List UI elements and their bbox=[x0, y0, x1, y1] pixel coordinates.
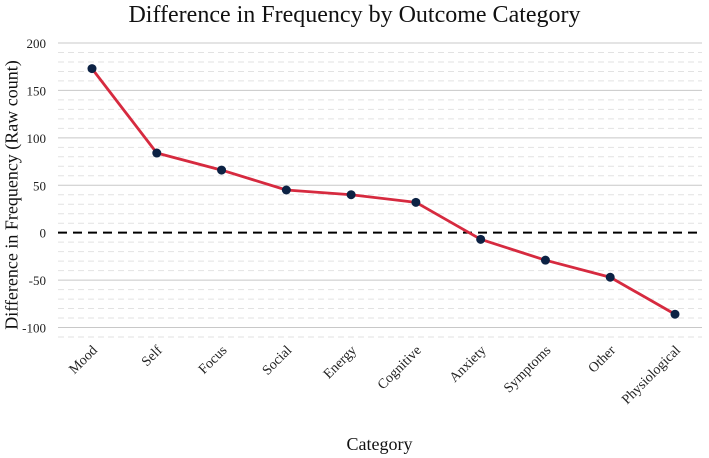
data-point bbox=[281, 185, 291, 195]
x-tick-label: Focus bbox=[196, 343, 230, 377]
x-tick-label: Cognitive bbox=[375, 343, 425, 393]
data-point bbox=[217, 165, 227, 175]
x-tick-label: Symptoms bbox=[501, 343, 554, 396]
data-point bbox=[87, 64, 97, 74]
y-tick-label: 200 bbox=[27, 36, 47, 51]
data-point bbox=[476, 234, 486, 244]
x-tick-label: Social bbox=[260, 343, 295, 378]
y-tick-label: -100 bbox=[22, 321, 46, 336]
y-tick-label: 100 bbox=[27, 131, 47, 146]
x-tick-label: Energy bbox=[321, 343, 360, 382]
y-tick-label: 150 bbox=[27, 83, 47, 98]
series-line bbox=[90, 67, 676, 316]
data-point bbox=[152, 148, 162, 158]
y-tick-label: -50 bbox=[29, 273, 46, 288]
data-point bbox=[670, 309, 680, 319]
data-point bbox=[346, 190, 356, 200]
x-tick-label: Anxiety bbox=[447, 343, 490, 386]
data-point bbox=[605, 272, 615, 282]
x-tick-label: Other bbox=[586, 343, 619, 376]
x-tick-label: Mood bbox=[67, 343, 101, 377]
y-tick-label: 0 bbox=[40, 226, 47, 241]
data-point bbox=[540, 255, 550, 265]
x-axis-label: Category bbox=[346, 434, 413, 454]
y-tick-label: 50 bbox=[33, 178, 46, 193]
chart-title: Difference in Frequency by Outcome Categ… bbox=[128, 2, 581, 28]
data-point bbox=[411, 197, 421, 207]
x-tick-label: Self bbox=[139, 343, 166, 370]
x-tick-label: Physiological bbox=[619, 343, 684, 408]
